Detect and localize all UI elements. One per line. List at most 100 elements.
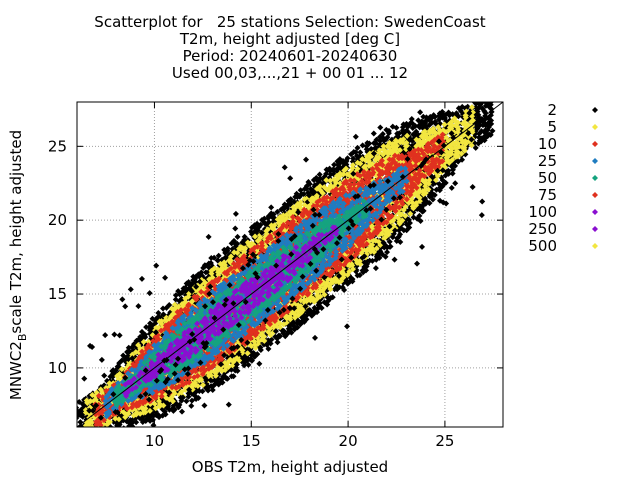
point-band-2	[357, 149, 364, 156]
point-band-2	[485, 94, 491, 100]
point-band-2	[104, 427, 110, 433]
point-band-5	[115, 376, 122, 383]
point-band-5	[106, 380, 113, 387]
point-band-2	[81, 443, 87, 449]
point-band-2	[316, 300, 323, 307]
point-band-5	[135, 342, 142, 349]
point-band-5	[251, 338, 258, 345]
point-band-5	[316, 183, 323, 190]
point-band-2	[329, 294, 336, 301]
point-band-2	[452, 162, 459, 169]
point-band-2	[83, 430, 89, 436]
point-band-5	[199, 381, 206, 388]
point-band-2	[486, 89, 492, 95]
point-band-2	[77, 438, 83, 444]
point-band-5	[104, 421, 111, 427]
point-band-2	[143, 324, 150, 331]
point-band-5	[373, 245, 380, 252]
point-band-2	[234, 367, 241, 374]
point-band-5	[118, 366, 125, 373]
point-band-2	[339, 284, 346, 291]
point-band-2	[354, 144, 361, 151]
point-band-5	[340, 266, 347, 273]
point-band-5	[87, 398, 94, 405]
point-band-2	[176, 401, 183, 408]
point-band-2	[384, 249, 391, 256]
point-band-2	[74, 438, 80, 444]
point-band-2	[488, 120, 495, 127]
point-band-2	[76, 441, 82, 447]
point-band-2	[107, 423, 114, 427]
point-band-5	[201, 278, 208, 285]
point-band-2	[416, 212, 423, 219]
point-band-5	[323, 177, 330, 184]
point-band-2	[161, 408, 168, 415]
point-band-2	[442, 179, 449, 186]
point-band-5	[207, 372, 214, 379]
point-band-5	[317, 293, 324, 300]
point-band-5	[357, 160, 364, 167]
point-band-5	[221, 259, 228, 266]
point-band-2	[274, 208, 281, 215]
point-band-2	[198, 269, 205, 276]
point-band-2	[234, 240, 241, 247]
title-line-2: T2m, height adjusted [deg C]	[179, 30, 401, 48]
point-band-2	[84, 426, 85, 427]
point-band-5	[142, 409, 149, 416]
point-band-2	[81, 437, 87, 443]
point-band-5	[261, 333, 268, 340]
point-band-2	[280, 327, 287, 334]
point-band-5	[85, 427, 91, 433]
point-band-2	[74, 435, 80, 441]
point-band-2	[215, 252, 222, 259]
point-band-2	[85, 434, 91, 440]
point-band-5	[191, 379, 198, 386]
point-band-2	[486, 92, 492, 98]
point-band-2	[349, 276, 356, 283]
point-band-2	[488, 117, 495, 124]
point-band-2	[88, 432, 94, 438]
point-band-5	[362, 162, 369, 169]
point-band-2	[75, 447, 81, 453]
point-band-2	[489, 127, 496, 134]
point-band-2	[458, 108, 465, 115]
point-band-2	[80, 432, 86, 438]
point-band-2	[471, 102, 477, 105]
point-band-2	[356, 272, 363, 279]
point-band-5	[99, 388, 106, 395]
point-band-2	[185, 393, 192, 400]
point-band-5	[92, 396, 99, 403]
point-band-2	[316, 171, 323, 178]
point-band-5	[277, 324, 284, 331]
point-band-5	[349, 266, 356, 273]
point-band-2	[488, 106, 495, 113]
point-band-2	[234, 233, 241, 240]
point-band-5	[310, 295, 317, 302]
point-band-2	[352, 149, 359, 156]
point-band-2	[431, 192, 438, 199]
point-band-2	[379, 131, 386, 138]
point-band-2	[478, 102, 479, 103]
point-band-5	[89, 424, 96, 427]
point-band-2	[397, 231, 404, 238]
point-band-2	[472, 144, 479, 151]
point-band-5	[116, 370, 123, 377]
point-band-2	[116, 421, 123, 427]
point-band-5	[313, 192, 320, 199]
point-band-5	[151, 400, 158, 407]
point-band-2	[408, 116, 415, 123]
point-band-5	[145, 338, 152, 345]
point-band-5	[346, 268, 353, 275]
point-band-5	[106, 418, 113, 425]
point-band-2	[270, 211, 277, 218]
point-band-5	[356, 258, 363, 265]
point-band-2	[87, 434, 93, 440]
point-band-5	[375, 238, 382, 245]
point-band-5	[115, 416, 122, 423]
point-band-2	[261, 215, 268, 222]
point-band-2	[385, 127, 392, 134]
title-line-4: Used 00,03,...,21 + 00 01 ... 12	[171, 64, 409, 82]
point-band-5	[175, 303, 182, 310]
point-band-5	[319, 190, 326, 197]
